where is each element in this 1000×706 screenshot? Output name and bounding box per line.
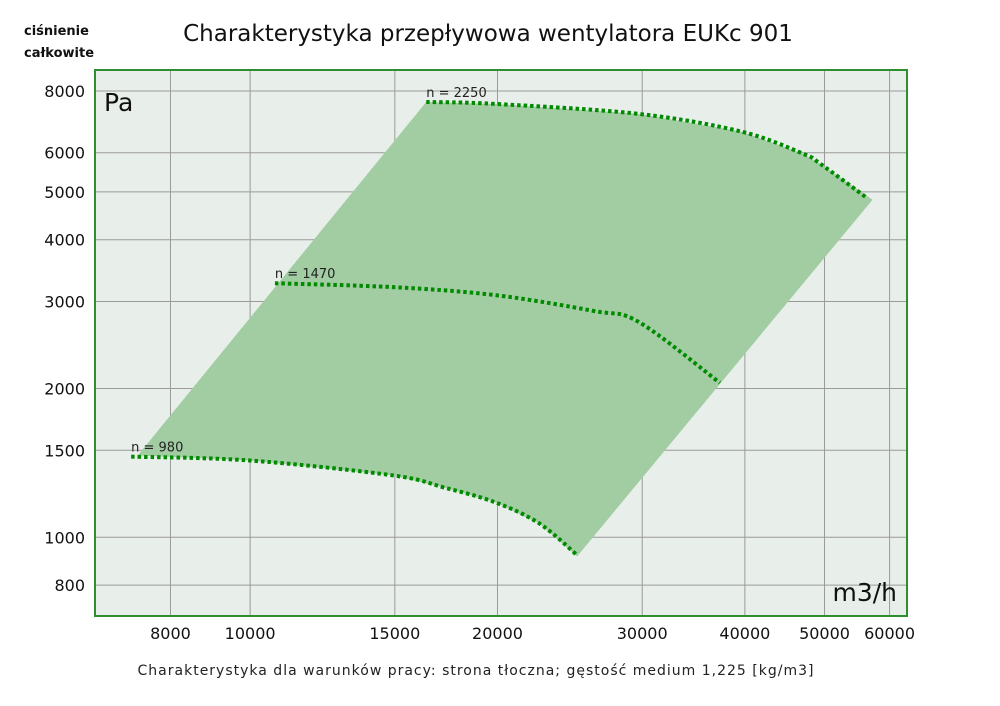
curves: n = 2250 n = 1470 n = 980	[131, 86, 869, 557]
x-ticks: 8000 10000 15000 20000 30000 40000 50000 60000	[150, 624, 915, 643]
y-tick-label: 1500	[44, 441, 85, 460]
x-tick-label: 60000	[864, 624, 915, 643]
y-axis-label-line-1: ciśnienie	[24, 24, 89, 39]
x-tick-label: 15000	[369, 624, 420, 643]
curve-1470	[274, 281, 722, 385]
y-tick-label: 1000	[44, 528, 85, 547]
curve-label: n = 980	[131, 441, 183, 456]
y-tick-label: 5000	[44, 183, 85, 202]
chart-title: Charakterystyka przepływowa wentylatora …	[183, 21, 793, 47]
y-tick-label: 3000	[44, 292, 85, 311]
y-axis-label-line-2: całkowite	[24, 46, 94, 61]
y-tick-label: 4000	[44, 231, 85, 250]
x-tick-label: 30000	[617, 624, 668, 643]
y-tick-label: 6000	[44, 144, 85, 163]
y-tick-label: 8000	[44, 82, 85, 101]
x-unit-label: m3/h	[832, 578, 897, 607]
operating-area	[137, 101, 873, 557]
curve-label: n = 1470	[275, 267, 335, 282]
x-tick-label: 50000	[799, 624, 850, 643]
y-ticks: 8000 6000 5000 4000 3000 2000 1500 1000 800	[44, 82, 85, 595]
plot-border	[94, 69, 908, 617]
curve-label: n = 2250	[426, 86, 486, 101]
footnote: Charakterystyka dla warunków pracy: stro…	[138, 663, 815, 679]
curve-980	[131, 454, 579, 557]
x-tick-label: 10000	[225, 624, 276, 643]
y-tick-label: 2000	[44, 380, 85, 399]
x-tick-label: 40000	[719, 624, 770, 643]
y-tick-label: 800	[54, 576, 85, 595]
y-unit-label: Pa	[104, 88, 133, 117]
x-tick-label: 8000	[150, 624, 191, 643]
x-tick-label: 20000	[472, 624, 523, 643]
